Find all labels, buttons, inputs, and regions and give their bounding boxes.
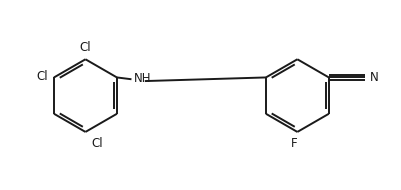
Text: N: N — [370, 71, 379, 84]
Text: F: F — [290, 137, 297, 150]
Text: NH: NH — [134, 72, 151, 85]
Text: Cl: Cl — [80, 41, 91, 54]
Text: Cl: Cl — [91, 137, 103, 150]
Text: Cl: Cl — [36, 70, 48, 83]
